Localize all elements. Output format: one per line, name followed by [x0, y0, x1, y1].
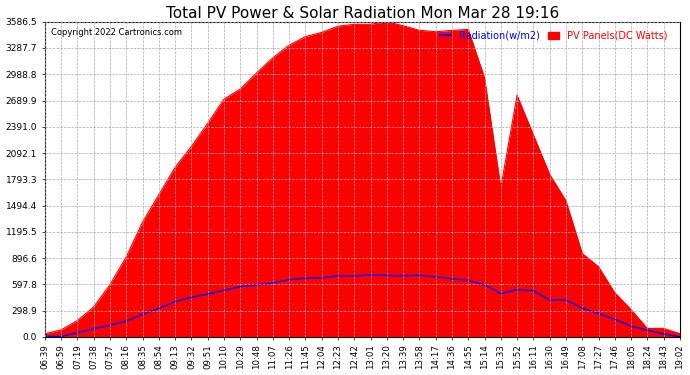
Text: Copyright 2022 Cartronics.com: Copyright 2022 Cartronics.com [51, 28, 182, 37]
Title: Total PV Power & Solar Radiation Mon Mar 28 19:16: Total PV Power & Solar Radiation Mon Mar… [166, 6, 559, 21]
Legend: Radiation(w/m2), PV Panels(DC Watts): Radiation(w/m2), PV Panels(DC Watts) [436, 27, 671, 45]
